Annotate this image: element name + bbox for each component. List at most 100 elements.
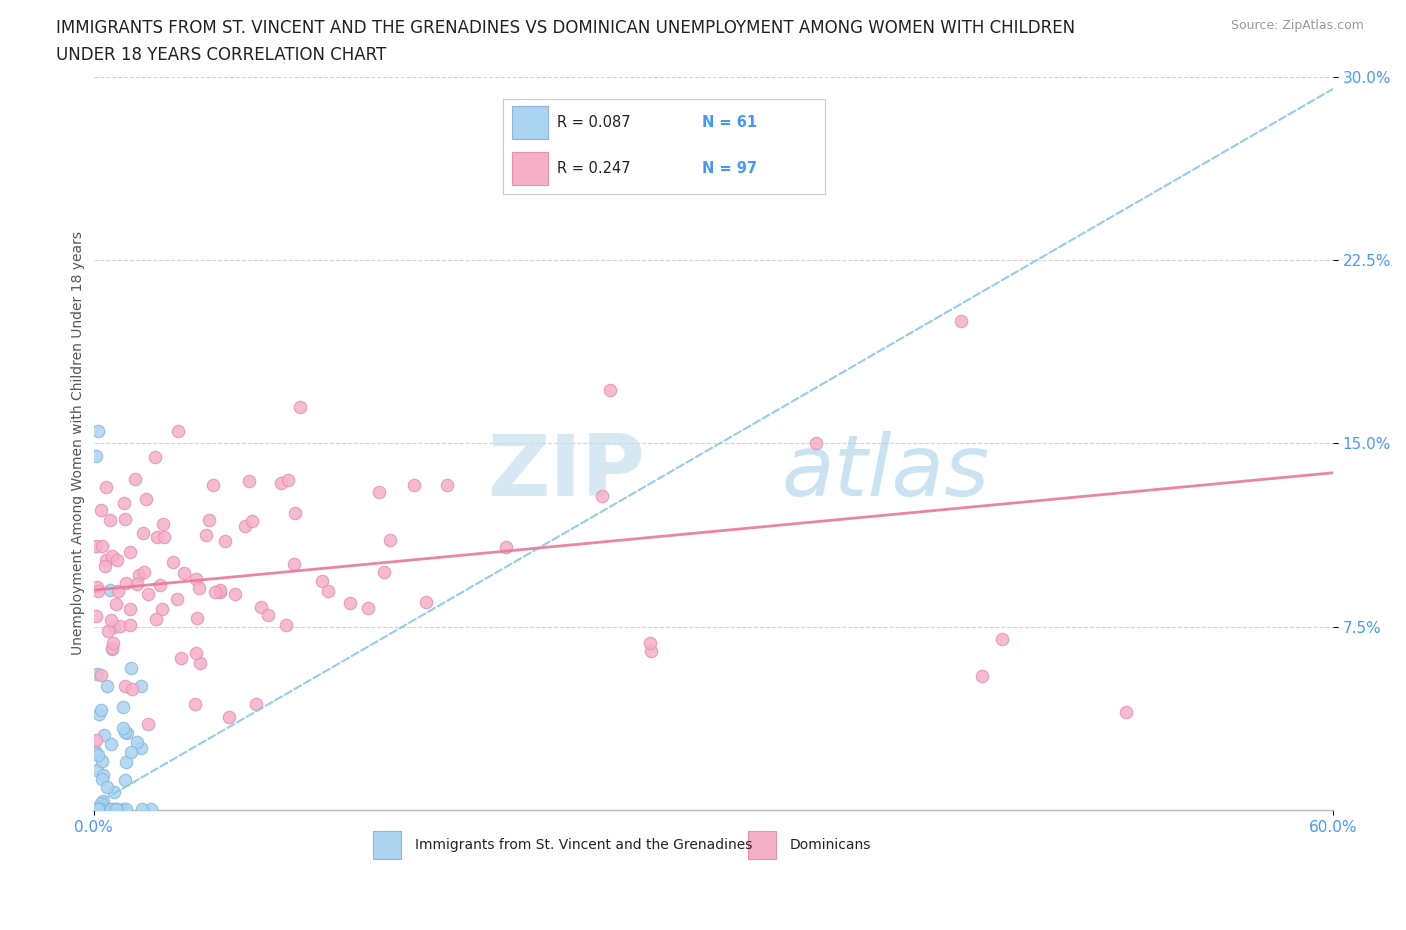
Point (101, 640, 124, 655)
Point (89, 802, 111, 817)
Point (89, 706, 111, 721)
Point (84, 609, 107, 624)
Point (104, 802, 127, 817)
Point (145, 611, 167, 626)
Point (150, 602, 173, 617)
Point (96, 679, 118, 694)
Point (173, 565, 195, 580)
Point (311, 574, 333, 589)
Point (90, 802, 112, 817)
Point (146, 530, 169, 545)
Point (86, 763, 108, 777)
Point (107, 584, 129, 599)
Text: ZIP: ZIP (488, 432, 645, 514)
Point (94, 802, 117, 817)
Point (87, 802, 110, 817)
Point (204, 585, 226, 600)
Point (86, 579, 108, 594)
Point (128, 567, 150, 582)
Point (105, 552, 128, 567)
Point (125, 735, 148, 750)
Point (90, 795, 112, 810)
Point (257, 608, 280, 623)
Point (250, 599, 273, 614)
Point (702, 155, 724, 170)
Point (90, 772, 112, 787)
Point (380, 533, 402, 548)
Point (209, 585, 232, 600)
Point (190, 656, 212, 671)
Point (93, 559, 115, 574)
Point (201, 478, 224, 493)
Point (83, 802, 105, 817)
Point (367, 485, 389, 499)
Point (86, 666, 108, 681)
Point (186, 611, 208, 626)
Point (93, 767, 115, 782)
Point (129, 678, 152, 693)
Point (83, 802, 105, 817)
Point (591, 488, 613, 503)
Point (112, 496, 135, 511)
Point (136, 587, 159, 602)
Point (270, 475, 292, 490)
Point (114, 575, 136, 590)
Point (166, 591, 188, 606)
Point (84, 745, 107, 760)
Point (135, 492, 157, 507)
Point (195, 527, 218, 542)
Point (373, 565, 395, 579)
Point (245, 697, 267, 711)
Point (91, 793, 114, 808)
Point (120, 618, 142, 632)
Point (167, 423, 190, 438)
Point (283, 557, 305, 572)
Point (90, 502, 112, 517)
Point (112, 721, 135, 736)
Point (186, 572, 208, 587)
Point (87, 802, 110, 817)
Point (93, 727, 115, 742)
Point (114, 724, 136, 739)
Point (184, 646, 207, 661)
Point (134, 565, 156, 579)
Point (105, 802, 128, 817)
Point (187, 580, 209, 595)
Point (100, 642, 122, 657)
Point (83, 744, 105, 759)
Point (97, 623, 120, 638)
Point (86, 539, 108, 554)
Point (100, 802, 122, 817)
Point (96, 779, 118, 794)
Point (153, 529, 176, 544)
Point (84, 802, 107, 817)
Point (114, 773, 136, 788)
Point (103, 802, 125, 817)
Point (184, 697, 207, 711)
Point (806, 436, 828, 451)
Point (238, 473, 260, 488)
Point (129, 740, 152, 755)
Point (120, 660, 142, 675)
Point (1115, 705, 1137, 720)
Point (94, 479, 117, 494)
Point (436, 478, 458, 493)
Point (131, 802, 153, 817)
Point (139, 802, 162, 817)
Point (97, 802, 120, 817)
Point (112, 700, 135, 715)
Text: IMMIGRANTS FROM ST. VINCENT AND THE GRENADINES VS DOMINICAN UNEMPLOYMENT AMONG W: IMMIGRANTS FROM ST. VINCENT AND THE GREN… (56, 19, 1076, 36)
Point (124, 472, 146, 486)
Point (89, 802, 111, 817)
Point (288, 399, 311, 414)
Point (87, 802, 110, 817)
Point (495, 539, 517, 554)
Point (89, 802, 111, 817)
Point (91, 802, 114, 817)
Point (115, 755, 138, 770)
Point (103, 784, 125, 799)
Point (91, 802, 114, 817)
Point (224, 586, 246, 601)
Point (214, 534, 236, 549)
Point (86, 747, 108, 762)
